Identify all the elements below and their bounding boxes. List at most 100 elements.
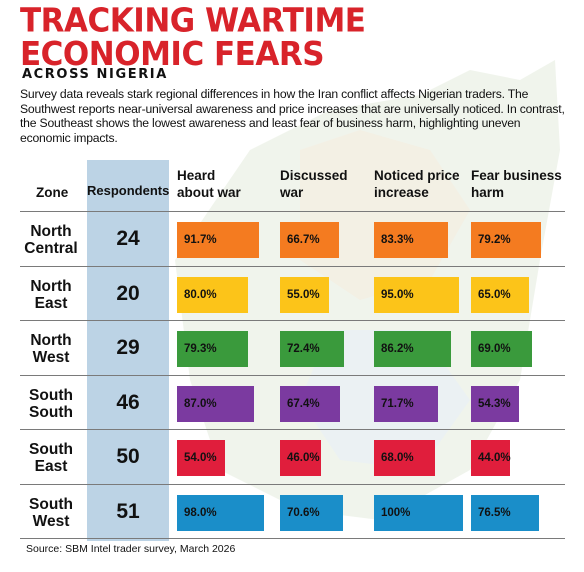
zone-label-line-2: East bbox=[34, 294, 68, 312]
zone-label-line-1: South bbox=[29, 495, 73, 513]
zone-label-south-west: South West bbox=[16, 496, 86, 530]
bar-label-south-east-noticed-price-increase: 68.0% bbox=[381, 452, 414, 464]
bar-north-central-noticed-price-increase bbox=[374, 222, 449, 258]
respondents-value-south-south: 46 bbox=[116, 390, 140, 414]
header-heard-line-1: Heard bbox=[177, 168, 216, 183]
zone-label-south-south: South South bbox=[16, 387, 86, 421]
bar-south-south-heard-about-war bbox=[177, 385, 255, 422]
row-divider bbox=[20, 211, 565, 212]
zone-label-line-1: South bbox=[29, 441, 73, 458]
bar-south-west-noticed-price-increase bbox=[374, 494, 463, 531]
bar-south-west-fear-business-harm bbox=[471, 494, 540, 531]
bar-label-south-south-noticed-price-increase: 71.7% bbox=[381, 397, 414, 410]
bar-north-central-fear-business-harm bbox=[471, 222, 542, 258]
header-discussed-war: Discussed war bbox=[280, 167, 370, 201]
bar-north-east-discussed-war bbox=[280, 276, 329, 313]
chart-subtitle: ACROSS NIGERIA bbox=[22, 67, 168, 82]
bar-label-north-east-discussed-war: 55.0% bbox=[287, 288, 320, 301]
bar-north-central-discussed-war bbox=[280, 222, 340, 258]
bar-label-north-east-fear-business-harm: 65.0% bbox=[478, 288, 511, 301]
bar-label-south-west-heard-about-war: 98.0% bbox=[184, 506, 217, 519]
header-discussed-line-1: Discussed bbox=[280, 168, 348, 183]
bar-label-south-south-heard-about-war: 87.0% bbox=[184, 397, 217, 410]
bar-south-east-fear-business-harm bbox=[471, 440, 511, 476]
bar-north-east-noticed-price-increase bbox=[374, 276, 459, 313]
bar-label-south-south-fear-business-harm: 54.3% bbox=[478, 397, 511, 410]
zone-label-line-2: South bbox=[29, 403, 73, 421]
header-fear-line-2: harm bbox=[471, 185, 505, 200]
header-zone: Zone bbox=[36, 185, 69, 200]
bar-south-west-discussed-war bbox=[280, 494, 343, 531]
zone-label-line-2: West bbox=[32, 512, 70, 530]
bar-north-east-heard-about-war bbox=[177, 276, 249, 313]
zone-label-line-2: East bbox=[34, 458, 68, 475]
bar-label-north-west-discussed-war: 72.4% bbox=[287, 343, 320, 355]
title-line-1: TRACKING WARTIME bbox=[20, 1, 366, 40]
bar-label-north-central-fear-business-harm: 79.2% bbox=[478, 234, 511, 246]
bar-south-south-discussed-war bbox=[280, 385, 340, 422]
header-heard-about-war: Heard about war bbox=[177, 167, 267, 201]
bar-label-south-south-discussed-war: 67.4% bbox=[287, 397, 320, 410]
bar-south-south-noticed-price-increase bbox=[374, 385, 438, 422]
bar-north-west-fear-business-harm bbox=[471, 331, 533, 367]
respondents-value-north-east: 20 bbox=[116, 281, 140, 305]
bar-north-west-noticed-price-increase bbox=[374, 331, 451, 367]
row-divider bbox=[20, 538, 565, 539]
respondents-value-south-east: 50 bbox=[116, 445, 140, 468]
zone-label-north-east: North East bbox=[16, 278, 86, 312]
row-divider bbox=[20, 483, 565, 485]
bar-label-north-central-noticed-price-increase: 83.3% bbox=[381, 234, 414, 246]
bar-label-south-west-discussed-war: 70.6% bbox=[287, 506, 320, 519]
title-line-2: ECONOMIC FEARS bbox=[20, 35, 325, 74]
bar-south-south-fear-business-harm bbox=[471, 385, 520, 422]
zone-label-north-central: North Central bbox=[16, 223, 86, 257]
bar-label-north-central-discussed-war: 66.7% bbox=[287, 234, 320, 246]
bar-label-north-central-heard-about-war: 91.7% bbox=[184, 234, 217, 246]
bar-label-south-east-heard-about-war: 54.0% bbox=[184, 452, 217, 464]
zone-label-line-2: West bbox=[32, 349, 70, 366]
bar-label-south-west-noticed-price-increase: 100% bbox=[381, 506, 411, 519]
bar-label-north-east-heard-about-war: 80.0% bbox=[184, 288, 217, 301]
bar-label-north-west-heard-about-war: 79.3% bbox=[184, 343, 217, 355]
bar-south-east-noticed-price-increase bbox=[374, 440, 435, 476]
bar-label-north-west-noticed-price-increase: 86.2% bbox=[381, 343, 414, 355]
zone-label-north-west: North West bbox=[16, 332, 86, 366]
zone-label-south-east: South East bbox=[16, 441, 86, 475]
row-divider bbox=[20, 429, 565, 430]
header-discussed-line-2: war bbox=[280, 185, 304, 200]
bar-label-south-west-fear-business-harm: 76.5% bbox=[478, 506, 511, 519]
header-noticed-price-increase: Noticed price increase bbox=[374, 167, 474, 201]
chart-title: TRACKING WARTIME ECONOMIC FEARS bbox=[20, 1, 366, 74]
row-divider bbox=[20, 320, 565, 321]
respondents-value-north-central: 24 bbox=[116, 227, 140, 250]
respondents-value-north-west: 29 bbox=[116, 336, 140, 359]
zone-label-line-1: South bbox=[29, 386, 73, 404]
row-divider bbox=[20, 374, 565, 376]
header-fear-business-harm: Fear business harm bbox=[471, 167, 571, 201]
bar-north-central-heard-about-war bbox=[177, 222, 259, 258]
zone-label-line-2: Central bbox=[24, 240, 78, 257]
bar-south-east-heard-about-war bbox=[177, 440, 226, 476]
zone-label-line-1: North bbox=[30, 277, 72, 295]
respondents-value-south-west: 51 bbox=[116, 499, 140, 523]
header-price-line-2: increase bbox=[374, 185, 429, 200]
row-divider bbox=[20, 265, 565, 267]
header-respondents: Respondents bbox=[87, 183, 170, 198]
intro-paragraph: Survey data reveals stark regional diffe… bbox=[20, 87, 565, 145]
zone-label-line-1: North bbox=[30, 332, 72, 349]
bar-south-east-discussed-war bbox=[280, 440, 321, 476]
bar-north-west-discussed-war bbox=[280, 331, 345, 367]
bar-label-south-east-fear-business-harm: 44.0% bbox=[478, 452, 511, 464]
bar-north-east-fear-business-harm bbox=[471, 276, 529, 313]
header-heard-line-2: about war bbox=[177, 185, 241, 200]
respondents-column-band bbox=[87, 160, 169, 541]
header-price-line-1: Noticed price bbox=[374, 168, 460, 183]
bar-south-west-heard-about-war bbox=[177, 494, 265, 531]
source-note: Source: SBM Intel trader survey, March 2… bbox=[26, 543, 236, 555]
header-fear-line-1: Fear business bbox=[471, 168, 562, 183]
bar-label-north-east-noticed-price-increase: 95.0% bbox=[381, 288, 414, 301]
bar-label-north-west-fear-business-harm: 69.0% bbox=[478, 343, 511, 355]
bar-north-west-heard-about-war bbox=[177, 331, 248, 367]
bar-label-south-east-discussed-war: 46.0% bbox=[287, 452, 320, 464]
zone-label-line-1: North bbox=[30, 223, 72, 240]
